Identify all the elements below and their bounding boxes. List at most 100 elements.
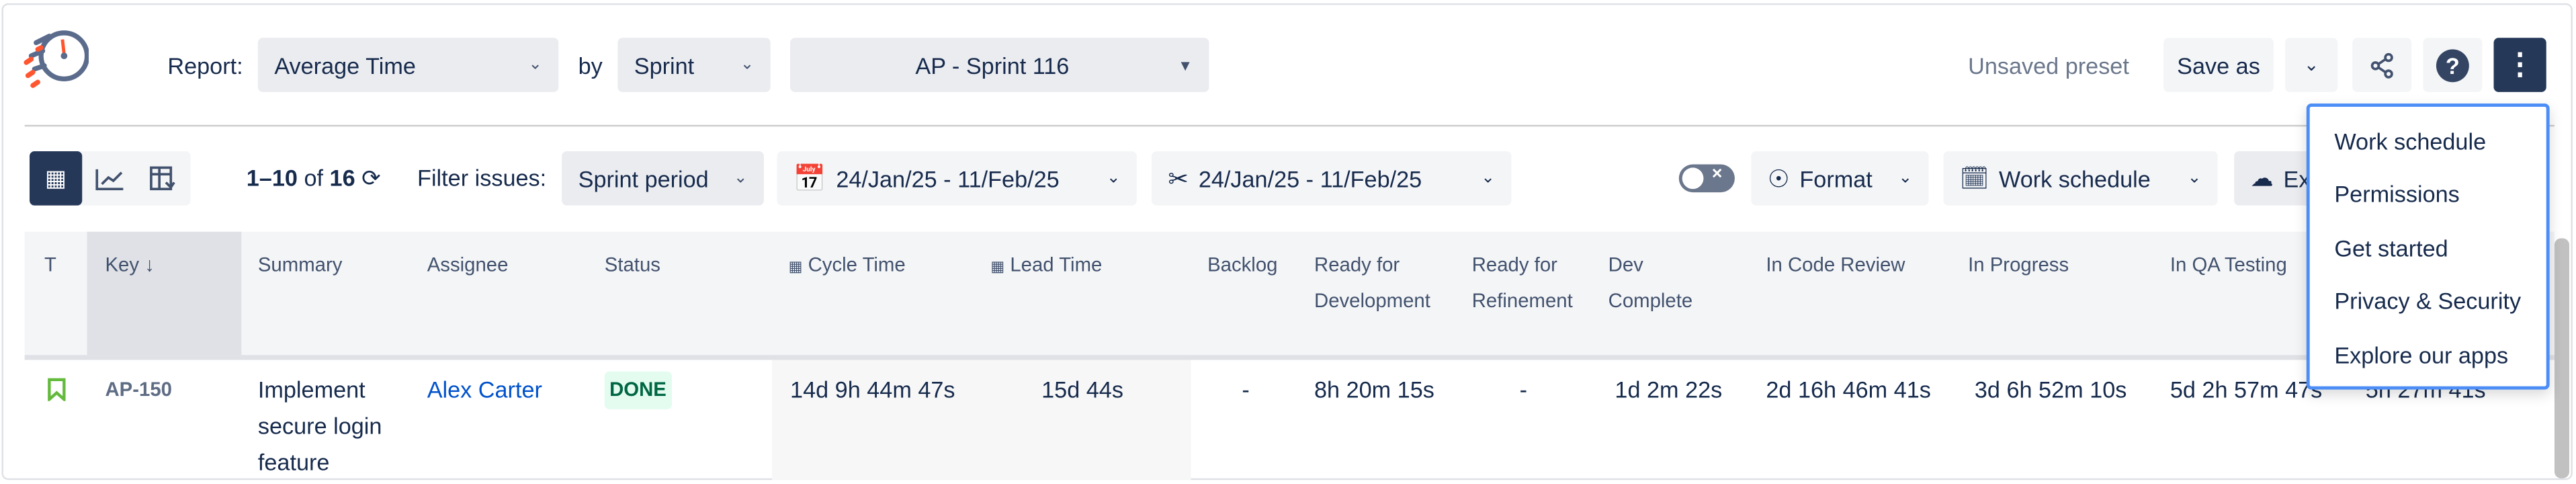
- pagination-of: of: [304, 164, 324, 191]
- header-line: Ready for: [1471, 253, 1557, 276]
- backlog-value: -: [1242, 376, 1250, 403]
- close-icon: ×: [1711, 164, 1723, 184]
- menu-item-get-started[interactable]: Get started: [2334, 235, 2448, 261]
- summary-line: Implement: [257, 376, 366, 403]
- share-button[interactable]: [2352, 38, 2412, 92]
- eye-icon: ☉: [1767, 165, 1790, 194]
- pivot-view-button[interactable]: [138, 151, 187, 206]
- col-header-backlog[interactable]: Backlog: [1207, 253, 1278, 276]
- save-as-button[interactable]: Save as: [2163, 38, 2274, 92]
- col-header-lead-time-label: Lead Time: [1010, 253, 1103, 276]
- drag-handle-icon[interactable]: ▦: [788, 257, 803, 275]
- col-header-in-qa-testing[interactable]: In QA Testing: [2170, 253, 2287, 276]
- help-icon: ?: [2436, 48, 2469, 82]
- sprint-select[interactable]: AP - Sprint 116 ▼: [790, 38, 1209, 92]
- col-header-ready-for-refinement[interactable]: Ready for Refinement: [1472, 247, 1573, 319]
- col-header-key[interactable]: Key ↓: [105, 247, 154, 283]
- group-by-select[interactable]: Sprint ⌄: [617, 38, 771, 92]
- table-view-button[interactable]: ▦: [30, 151, 83, 206]
- status-badge: DONE: [604, 371, 672, 409]
- filter-period-select[interactable]: Sprint period ⌄: [562, 151, 764, 206]
- col-header-cycle-time[interactable]: ▦ Cycle Time: [789, 247, 906, 284]
- col-header-type[interactable]: T: [44, 253, 56, 276]
- format-label: Format: [1799, 165, 1873, 192]
- menu-item-work-schedule[interactable]: Work schedule: [2334, 128, 2487, 155]
- filter-label: Filter issues:: [417, 164, 547, 191]
- vertical-scrollbar[interactable]: [2554, 238, 2569, 479]
- table-header: [24, 231, 2554, 356]
- calendar-icon: 🗓: [1959, 164, 1989, 191]
- col-header-ready-for-development[interactable]: Ready for Development: [1314, 247, 1430, 319]
- report-value: Average Time: [274, 52, 416, 79]
- work-schedule-button[interactable]: 🗓 Work schedule ⌄: [1943, 151, 2218, 206]
- assignee-link[interactable]: Alex Carter: [427, 376, 542, 403]
- filter-period-value: Sprint period: [578, 165, 709, 192]
- date-range-picker-2[interactable]: ✂ 24/Jan/25 - 11/Feb/25 ⌄: [1151, 151, 1512, 206]
- drag-handle-icon[interactable]: ▦: [990, 257, 1005, 275]
- pagination-range: 1–10: [246, 164, 298, 191]
- issue-summary: Implement secure login feature: [258, 372, 382, 480]
- chevron-down-icon: ⌄: [733, 169, 748, 188]
- preset-status: Unsaved preset: [1968, 52, 2129, 79]
- chevron-down-icon: ⌄: [1898, 169, 1912, 188]
- sort-down-arrow-icon: ↓: [144, 253, 155, 276]
- header-line: Complete: [1608, 289, 1693, 313]
- col-header-summary[interactable]: Summary: [257, 253, 343, 276]
- chevron-down-icon: ⌄: [740, 56, 755, 75]
- col-header-in-progress[interactable]: In Progress: [1968, 253, 2069, 276]
- header-line: Dev: [1608, 253, 1643, 276]
- app-frame: [1, 3, 2573, 480]
- report-select[interactable]: Average Time ⌄: [257, 38, 559, 92]
- chevron-down-icon: ⌄: [2303, 56, 2319, 76]
- chart-view-button[interactable]: [85, 151, 134, 206]
- col-header-status[interactable]: Status: [604, 253, 660, 276]
- refresh-icon[interactable]: ⟳: [361, 164, 381, 191]
- by-label: by: [578, 52, 603, 79]
- menu-item-permissions[interactable]: Permissions: [2334, 180, 2460, 208]
- report-label: Report:: [167, 52, 243, 79]
- story-bookmark-icon: [48, 378, 66, 401]
- menu-item-explore-apps[interactable]: Explore our apps: [2334, 341, 2509, 368]
- toggle-switch[interactable]: ×: [1678, 164, 1735, 193]
- chevron-down-icon: ⌄: [1106, 169, 1121, 188]
- header-line: Refinement: [1471, 289, 1573, 313]
- sprint-value: AP - Sprint 116: [915, 52, 1070, 79]
- calendar-clock-icon: 📅: [793, 165, 826, 194]
- cycle-time-value: 14d 9h 44m 47s: [790, 376, 955, 403]
- col-header-dev-complete[interactable]: Dev Complete: [1608, 247, 1693, 319]
- cloud-download-icon: ☁: [2250, 164, 2274, 191]
- header-divider: [24, 355, 2554, 360]
- date-range-picker-1[interactable]: 📅 24/Jan/25 - 11/Feb/25 ⌄: [777, 151, 1137, 206]
- header-line: Ready for: [1314, 253, 1400, 276]
- line-chart-icon: [95, 168, 124, 190]
- pagination-total: 16: [329, 164, 355, 191]
- app-logo-icon: [24, 30, 89, 88]
- group-by-value: Sprint: [634, 52, 695, 79]
- more-menu-button[interactable]: ⋮: [2493, 38, 2546, 92]
- issue-key[interactable]: AP-150: [105, 378, 172, 401]
- ready-for-refinement-value: -: [1519, 376, 1528, 403]
- col-header-lead-time[interactable]: ▦ Lead Time: [990, 247, 1102, 284]
- col-header-assignee[interactable]: Assignee: [427, 253, 509, 276]
- in-qa-testing-value: 5d 2h 57m 47s: [2170, 376, 2323, 403]
- in-progress-value: 3d 6h 52m 10s: [1974, 376, 2127, 403]
- col-header-key-label: Key: [105, 253, 140, 276]
- in-code-review-value: 2d 16h 46m 41s: [1766, 376, 1931, 403]
- help-button[interactable]: ?: [2423, 38, 2483, 92]
- work-schedule-label: Work schedule: [1999, 165, 2151, 192]
- menu-item-privacy-security[interactable]: Privacy & Security: [2334, 287, 2522, 314]
- pagination-info: 1–10 of 16 ⟳: [247, 165, 381, 193]
- save-options-button[interactable]: ⌄: [2284, 38, 2338, 92]
- col-header-in-code-review[interactable]: In Code Review: [1766, 253, 1905, 276]
- lead-time-value: 15d 44s: [1041, 376, 1123, 403]
- grid-icon: ▦: [44, 164, 67, 191]
- divider: [24, 124, 2554, 127]
- highlighted-metrics-cells: [772, 360, 1191, 480]
- toggle-knob: [1682, 167, 1704, 190]
- date-range-1-value: 24/Jan/25 - 11/Feb/25: [836, 165, 1060, 192]
- chevron-down-icon: ⌄: [528, 56, 542, 75]
- format-button[interactable]: ☉ Format ⌄: [1751, 151, 1929, 206]
- dev-complete-value: 1d 2m 22s: [1615, 376, 1723, 403]
- summary-line: feature: [257, 448, 330, 475]
- share-icon: [2370, 52, 2393, 78]
